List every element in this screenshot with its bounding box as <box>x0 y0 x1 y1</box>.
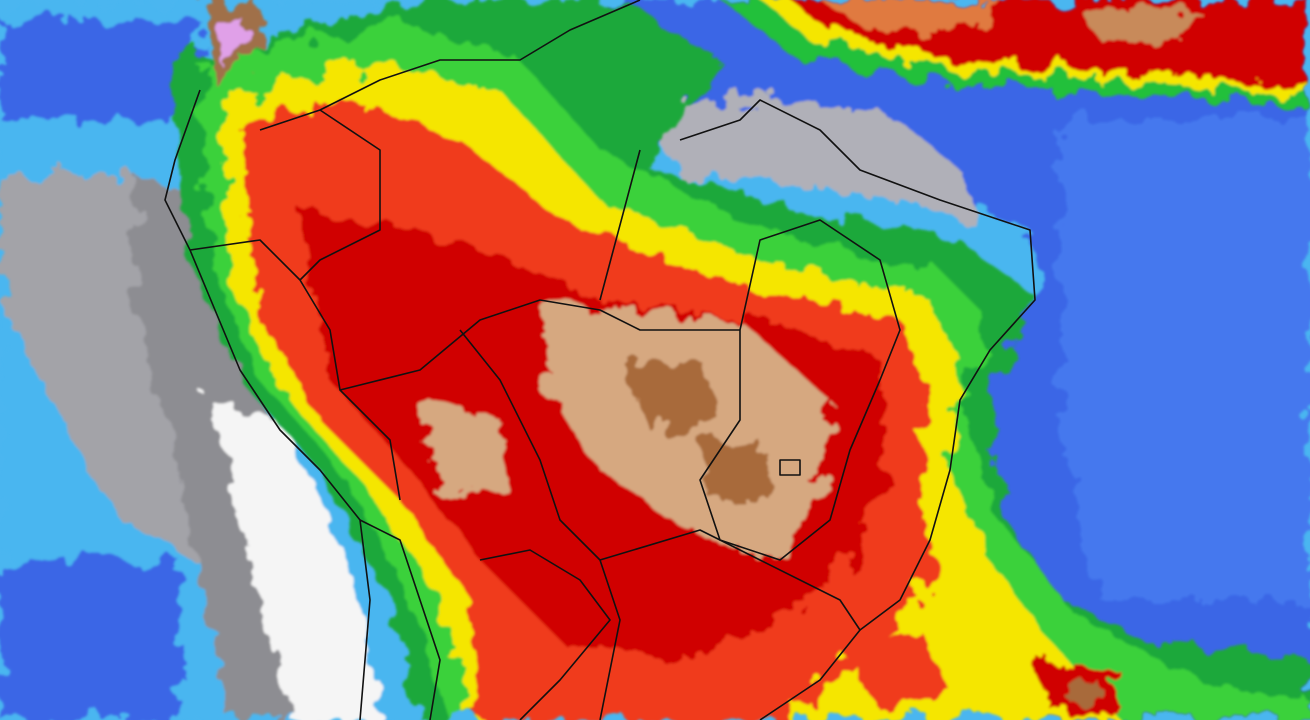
borders <box>164 0 1036 720</box>
top-band <box>720 0 1310 110</box>
